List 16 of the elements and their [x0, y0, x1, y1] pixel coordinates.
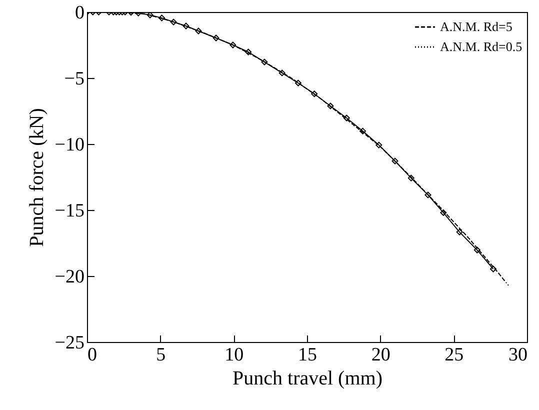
x-tick-label: 15 — [298, 344, 317, 366]
y-axis-title: Punch force (kN) — [26, 108, 48, 247]
x-tick-label: 5 — [156, 344, 166, 366]
y-tick-label: −25 — [54, 332, 84, 354]
legend-label: A.N.M. Rd=0.5 — [440, 39, 522, 54]
y-tick-label: 0 — [75, 2, 84, 24]
y-tick-label: −5 — [64, 68, 84, 90]
y-tick-label: −20 — [54, 266, 84, 288]
y-tick-label: −10 — [54, 134, 84, 156]
x-tick-label: 30 — [508, 344, 528, 366]
x-tick-label: 10 — [224, 344, 244, 366]
x-tick-label: 20 — [371, 344, 390, 366]
y-tick-label: −15 — [54, 200, 84, 222]
x-tick-label: 25 — [444, 344, 464, 366]
legend-label: A.N.M. Rd=5 — [440, 19, 512, 34]
x-axis-title: Punch travel (mm) — [232, 368, 382, 390]
